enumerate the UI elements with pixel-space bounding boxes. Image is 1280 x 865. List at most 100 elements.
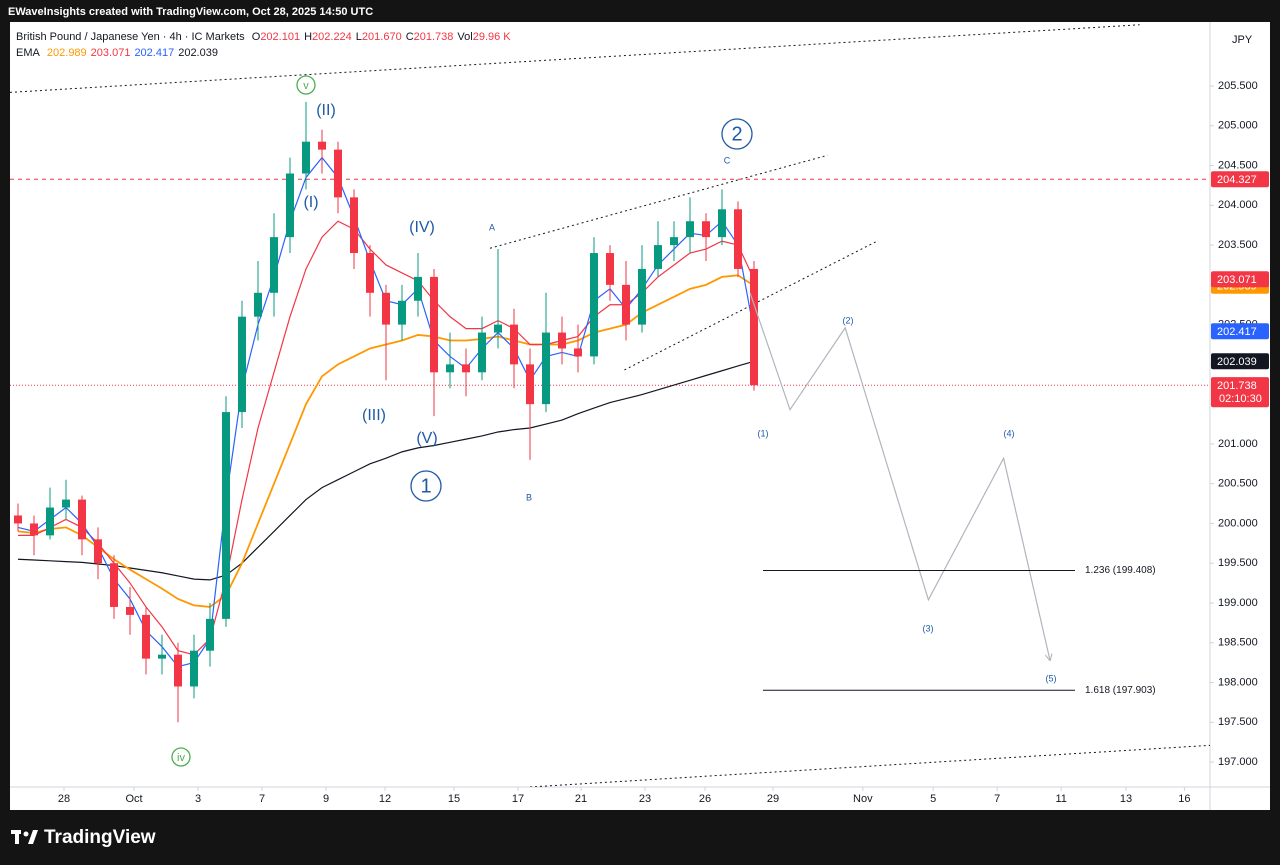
price-badge: [1211, 377, 1269, 394]
brand-logo: [11, 830, 38, 844]
candle-body: [638, 268, 646, 325]
annotation: (II): [316, 102, 336, 119]
candle-body: [78, 499, 86, 540]
annotation: (5): [1046, 673, 1057, 683]
brand: TradingView: [44, 827, 156, 848]
candle-body: [62, 499, 70, 508]
x-tick-label: 5: [930, 793, 936, 805]
candle-body: [590, 253, 598, 357]
resistance-badge-label: 204.327: [1217, 174, 1257, 186]
y-tick-label: 197.500: [1218, 716, 1258, 728]
x-tick-label: 11: [1055, 793, 1066, 805]
ema-badge-label: 202.417: [1217, 326, 1257, 338]
candle-body: [190, 650, 198, 687]
currency: JPY: [1232, 34, 1253, 46]
candle-body: [334, 149, 342, 198]
ohlc-key: C: [405, 31, 414, 43]
ema-badge-label: 202.039: [1217, 356, 1257, 368]
candle-body: [286, 173, 294, 238]
candle-body: [430, 276, 438, 373]
candle-body: [702, 221, 710, 238]
candle-body: [606, 253, 614, 285]
annotation: 1: [420, 475, 431, 497]
candle-body: [750, 268, 758, 386]
annotation-circle: [296, 75, 316, 95]
x-tick-label: 26: [699, 793, 711, 805]
y-tick-label: 201.000: [1218, 438, 1258, 450]
candle-body: [494, 324, 502, 333]
ohlc-item: C201.738: [406, 31, 454, 43]
candle-body: [398, 300, 406, 325]
x-tick-label: 28: [58, 793, 70, 805]
annotation: iv: [177, 752, 185, 764]
ohlc-item: H202.224: [304, 31, 352, 43]
axes: 197.000 197.500 198.000 198.500 199.000 199.5…: [58, 80, 1269, 805]
annotation: B: [526, 492, 532, 502]
x-tick-label: 7: [259, 793, 265, 805]
volume-key: Vol: [457, 31, 473, 43]
ema-badge-label: 203.071: [1217, 274, 1257, 286]
fib-label: 1.236 (199.408): [1085, 565, 1156, 576]
annotation-circle: [171, 747, 191, 767]
countdown: 02:10:30: [1219, 393, 1262, 405]
candle-body: [350, 197, 358, 254]
ohlc-value: 201.738: [413, 31, 454, 43]
trendline: [10, 24, 1140, 93]
resistance-badge: [1211, 171, 1269, 188]
x-tick-label: 21: [575, 793, 587, 805]
annotation: A: [489, 222, 495, 232]
volume-value: 29.96 K: [472, 31, 511, 43]
candle-body: [718, 209, 726, 238]
annotation: (I): [303, 194, 318, 211]
x-tick-label: Oct: [125, 793, 142, 805]
x-tick-label: 7: [994, 793, 1000, 805]
annotation: (V): [416, 430, 437, 447]
ema-value: 202.039: [178, 47, 218, 59]
y-tick-label: 200.000: [1218, 517, 1258, 529]
x-tick-label: 9: [323, 793, 329, 805]
annotation-circle: [410, 470, 442, 502]
annotation: 2: [731, 123, 742, 145]
x-tick-label: 3: [195, 793, 201, 805]
candle-body: [558, 332, 566, 349]
ohlc-key: O: [251, 31, 261, 43]
annotation: v: [303, 80, 309, 92]
ema-badge: [1211, 271, 1269, 288]
ema-line: [18, 220, 755, 656]
y-tick-label: 200.500: [1218, 478, 1258, 490]
ohlc-value: 202.101: [260, 31, 301, 43]
x-tick-label: 12: [379, 793, 391, 805]
ohlc-item: L201.670: [356, 31, 402, 43]
candle-body: [462, 364, 470, 373]
ohlc: O202.101 H202.224 L201.670 C201.738 Vol29.96…: [252, 31, 515, 43]
candle-body: [414, 276, 422, 301]
candle-body: [670, 237, 678, 246]
trendline: [489, 154, 828, 249]
y-tick-label: 204.000: [1218, 199, 1258, 211]
chart-background: [10, 22, 1270, 810]
candle-body: [30, 523, 38, 536]
trendline: [529, 744, 1210, 787]
ema-value: 202.989: [46, 47, 87, 59]
ema-line: [17, 360, 755, 581]
ema-value: 203.071: [90, 47, 131, 59]
candle-body: [382, 292, 390, 325]
candle-body: [302, 141, 310, 174]
y-tick-label: 198.500: [1218, 637, 1258, 649]
candle-body: [574, 348, 582, 357]
candle-body: [318, 141, 326, 150]
ema-badge: [1211, 353, 1269, 370]
annotation: (2): [843, 315, 854, 325]
price-badge-label: 201.738: [1217, 380, 1257, 392]
candle-body: [654, 245, 662, 269]
y-tick-label: 199.000: [1218, 597, 1258, 609]
ohlc-key: L: [355, 31, 362, 43]
ema-value: 202.417: [134, 47, 175, 59]
annotation: (III): [362, 407, 386, 424]
ohlc-key: H: [304, 31, 313, 43]
x-tick-label: 29: [767, 793, 779, 805]
candle-body: [734, 209, 742, 269]
annotation: (4): [1004, 428, 1015, 438]
x-tick-label: 13: [1120, 793, 1132, 805]
candle-body: [110, 563, 118, 607]
